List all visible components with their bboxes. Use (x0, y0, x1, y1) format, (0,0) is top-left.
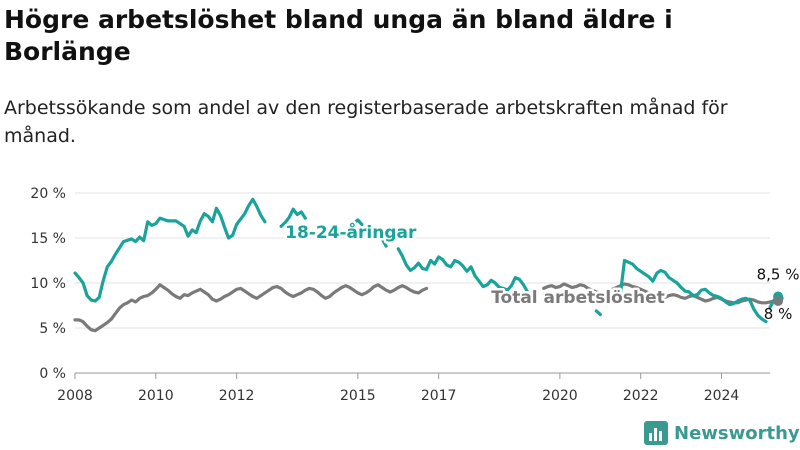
series-line (352, 218, 364, 227)
series-line (542, 282, 780, 305)
x-tick-label: 2017 (421, 388, 457, 404)
x-tick-label: 2022 (623, 388, 659, 404)
series-line (73, 197, 267, 303)
newsworthy-logo: Newsworthy (644, 420, 800, 446)
series-line (279, 207, 307, 228)
series-label-halo: 18-24-åringar (285, 221, 417, 243)
x-tick-label: 2010 (138, 388, 174, 404)
x-tick-label: 2015 (340, 388, 376, 404)
x-tick-label: 2012 (219, 388, 255, 404)
series-line (380, 237, 388, 248)
brand-name: Newsworthy (674, 422, 800, 444)
series-line (594, 309, 602, 317)
chart-title: Högre arbetslöshet bland unga än bland ä… (4, 5, 673, 66)
brand-icon (644, 421, 668, 445)
x-tick-label: 2024 (704, 388, 740, 404)
chart-subtitle: Arbetssökande som andel av den registerb… (4, 97, 728, 147)
series-label-halo: Total arbetslöshet (491, 288, 665, 308)
y-tick-label: 10 % (30, 276, 66, 292)
series-line (396, 247, 530, 294)
y-tick-label: 15 % (30, 231, 66, 247)
series-label: 18-24-åringar (285, 221, 417, 243)
y-tick-label: 0 % (39, 366, 66, 382)
end-point (773, 296, 784, 306)
end-value-label: 8,5 % (757, 266, 800, 284)
x-tick-label: 2008 (57, 388, 93, 404)
series-label: Total arbetslöshet (491, 288, 665, 308)
y-tick-label: 20 % (30, 186, 66, 202)
x-tick-label: 2020 (542, 388, 578, 404)
series-line (73, 283, 429, 333)
end-value-label: 8 % (764, 305, 793, 323)
y-tick-label: 5 % (39, 321, 66, 337)
series-line (618, 258, 768, 324)
